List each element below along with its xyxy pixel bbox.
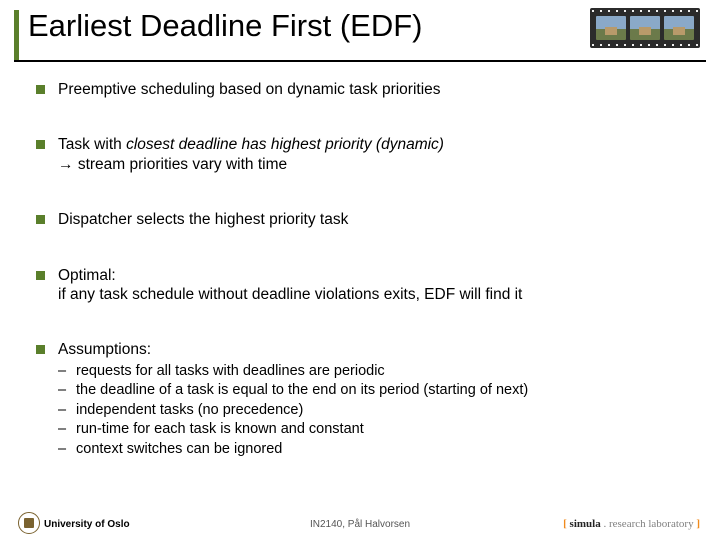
bullet-item: Preemptive scheduling based on dynamic t… [36,80,690,99]
bullet-subtext: stream priorities vary with time [78,156,287,173]
bullet-text: Dispatcher selects the highest priority … [58,211,348,228]
filmstrip-icon [590,8,700,48]
bullet-item: Task with closest deadline has highest p… [36,135,690,174]
bullet-text: Preemptive scheduling based on dynamic t… [58,81,441,98]
bullet-italic: closest deadline has highest priority (d… [126,136,444,153]
footer-bold: simula [570,518,601,530]
slide-body: Preemptive scheduling based on dynamic t… [36,80,690,504]
bullet-item: Dispatcher selects the highest priority … [36,210,690,229]
footer-light: . research laboratory [601,518,694,530]
sub-item: requests for all tasks with deadlines ar… [58,362,690,382]
bullet-text: Task with [58,136,126,153]
arrow-icon: → [58,156,74,173]
bullet-item: Optimal: if any task schedule without de… [36,266,690,305]
slide: Earliest Deadline First (EDF) Preemptive… [0,0,720,540]
sub-item: the deadline of a task is equal to the e… [58,381,690,401]
sub-list: requests for all tasks with deadlines ar… [58,362,690,460]
title-underline [14,60,706,62]
bullet-text: Optimal: [58,267,116,284]
bullet-text: if any task schedule without deadline vi… [58,286,522,303]
bullet-item: Assumptions: requests for all tasks with… [36,340,690,459]
bullet-text: Assumptions: [58,341,151,358]
slide-title: Earliest Deadline First (EDF) [28,8,422,44]
sub-item: independent tasks (no precedence) [58,401,690,421]
title-accent [14,10,19,60]
footer-bracket: ] [696,518,700,530]
sub-item: context switches can be ignored [58,440,690,460]
sub-item: run-time for each task is known and cons… [58,420,690,440]
footer-right: [ simula . research laboratory ] [563,518,700,530]
footer: University of Oslo IN2140, Pål Halvorsen… [0,510,720,536]
